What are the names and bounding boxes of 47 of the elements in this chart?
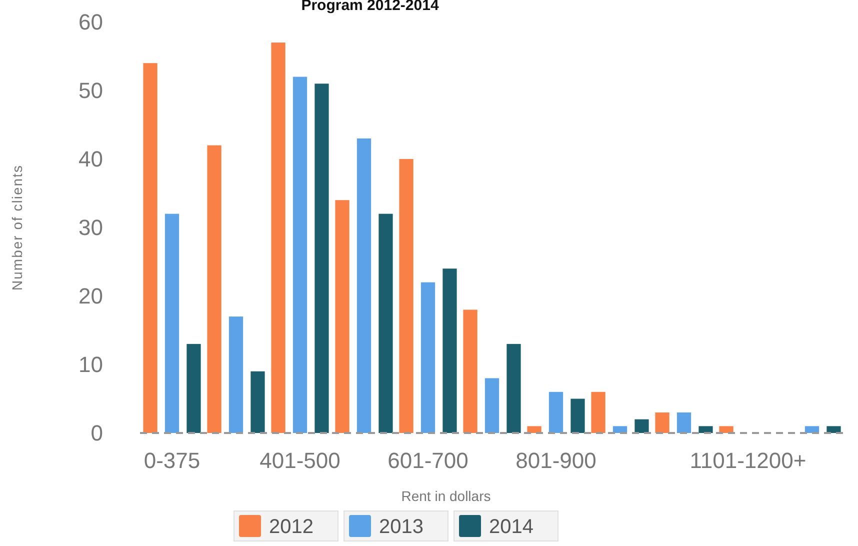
bar — [378, 214, 393, 433]
bar — [250, 371, 265, 433]
bar — [676, 412, 692, 433]
y-axis-title: Number of clients — [9, 164, 25, 290]
bar — [826, 426, 841, 433]
legend-label: 2012 — [269, 516, 314, 538]
bar — [420, 282, 436, 433]
x-tick-label: 1101-1200+ — [690, 448, 806, 473]
legend-label: 2013 — [379, 516, 424, 538]
bar — [591, 392, 606, 433]
bar — [612, 426, 628, 433]
x-tick-label: 801-900 — [516, 448, 596, 473]
bar — [186, 344, 201, 433]
bar — [484, 378, 500, 433]
bar — [548, 392, 564, 433]
bar — [356, 138, 372, 433]
bar — [442, 268, 457, 433]
bar — [292, 76, 308, 433]
x-axis-title: Rent in dollars — [401, 488, 491, 504]
legend-label: 2014 — [489, 516, 534, 538]
x-tick-label: 601-700 — [388, 448, 468, 473]
bar — [335, 200, 350, 433]
bar — [463, 310, 478, 433]
bar — [804, 426, 820, 433]
bar — [719, 426, 734, 433]
bar — [527, 426, 542, 433]
y-tick-label: 20 — [78, 284, 103, 309]
y-tick-label: 30 — [78, 215, 103, 240]
x-tick-label: 0-375 — [144, 448, 200, 473]
bar — [506, 344, 521, 433]
bar — [228, 316, 244, 433]
y-tick-label: 10 — [78, 352, 103, 378]
bar — [698, 426, 713, 433]
bar — [164, 214, 180, 433]
bar — [399, 159, 414, 433]
bar — [314, 84, 329, 433]
x-tick-label: 401-500 — [260, 448, 340, 473]
y-tick-label: 40 — [78, 146, 103, 172]
y-tick-label: 50 — [78, 78, 103, 104]
bar — [143, 63, 158, 433]
y-tick-label: 60 — [78, 10, 103, 35]
bar — [271, 42, 286, 433]
y-tick-label: 0 — [90, 420, 103, 446]
bar — [207, 145, 222, 433]
bar — [655, 412, 670, 433]
bar — [634, 419, 649, 433]
bar — [570, 398, 585, 433]
